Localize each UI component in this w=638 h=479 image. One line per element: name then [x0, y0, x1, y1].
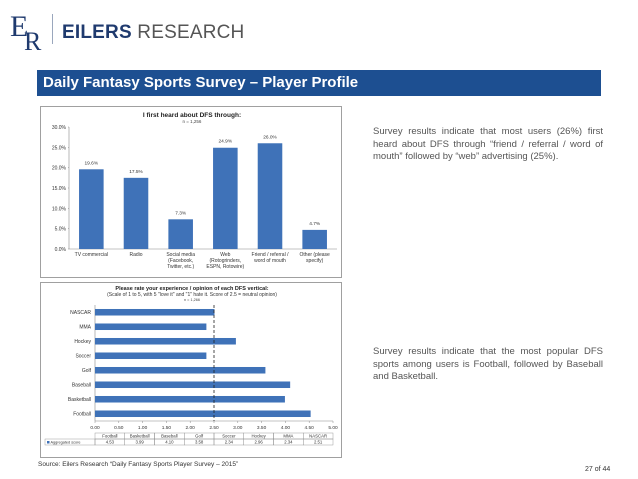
y-tick-label: 0.0% [55, 247, 67, 253]
bar [168, 219, 193, 249]
table-value: 2.34 [284, 440, 293, 445]
vertical-rating-chart-svg: Please rate your experience / opinion of… [44, 286, 338, 446]
table-value: 2.96 [254, 440, 263, 445]
brand-bold: EILERS [62, 22, 132, 43]
vertical-rating-chart: Please rate your experience / opinion of… [40, 282, 342, 458]
commentary-first-heard: Survey results indicate that most users … [373, 126, 603, 162]
bar [95, 308, 215, 316]
table-value: 2.51 [314, 440, 323, 445]
table-column-header: Golf [195, 434, 204, 439]
bar [95, 337, 236, 345]
table-value: 2.34 [225, 440, 234, 445]
x-tick-label: Web [220, 252, 230, 258]
brand-light: RESEARCH [131, 22, 245, 43]
table-value: 4.10 [165, 440, 174, 445]
first-heard-chart-svg: I first heard about DFS through:n = 1,25… [52, 112, 337, 270]
bar [79, 169, 104, 249]
x-tick-label: 4.50 [305, 425, 315, 431]
bar-value-label: 17.5% [129, 169, 143, 175]
x-tick-label: specify) [306, 258, 324, 264]
y-tick-label: Basketball [68, 397, 91, 403]
x-tick-label: (Facebook, [168, 258, 193, 264]
x-tick-label: 1.50 [162, 425, 172, 431]
y-tick-label: NASCAR [70, 310, 91, 316]
y-tick-label: 15.0% [52, 186, 67, 192]
x-tick-label: ESPN, Rotowire) [206, 264, 244, 270]
chart-title: I first heard about DFS through: [143, 112, 241, 119]
bar [95, 323, 207, 331]
x-tick-label: Friend / referral / [252, 252, 290, 258]
table-legend-swatch [47, 441, 50, 444]
bar [95, 352, 207, 360]
y-tick-label: Soccer [75, 354, 91, 360]
y-tick-label: Golf [82, 368, 92, 374]
x-tick-label: Radio [129, 252, 142, 258]
page-title: Daily Fantasy Sports Survey – Player Pro… [43, 74, 359, 91]
y-tick-label: 25.0% [52, 145, 67, 151]
bar [123, 177, 149, 249]
x-tick-label: Twitter, etc.) [167, 264, 194, 270]
brand-name: EILERS RESEARCH [62, 22, 244, 44]
y-tick-label: 30.0% [52, 125, 67, 131]
bar [95, 395, 285, 403]
x-tick-label: 5.00 [328, 425, 338, 431]
table-column-header: Football [102, 434, 117, 439]
page-number: 27 of 44 [585, 466, 611, 473]
bar [213, 147, 238, 249]
x-tick-label: 2.50 [209, 425, 219, 431]
x-tick-label: 1.00 [138, 425, 148, 431]
bar [257, 143, 283, 249]
x-tick-label: TV commercial [75, 252, 108, 258]
bar-value-label: 24.9% [219, 139, 233, 145]
table-column-header: NASCAR [309, 434, 327, 439]
table-column-header: Hockey [251, 434, 266, 439]
x-tick-label: Social media [166, 252, 195, 258]
x-tick-label: Other (please [300, 252, 331, 258]
y-tick-label: MMA [79, 325, 91, 331]
x-tick-label: (Rotogrinders, [209, 258, 241, 264]
bar-value-label: 19.6% [85, 160, 99, 166]
bar-value-label: 4.7% [309, 221, 321, 227]
commentary-vertical-rating: Survey results indicate that the most po… [373, 346, 603, 382]
x-tick-label: 2.00 [186, 425, 196, 431]
table-row-label: Aggregated score [51, 441, 81, 445]
first-heard-chart: I first heard about DFS through: n = 1,25… [40, 106, 342, 278]
y-tick-label: 5.0% [55, 227, 67, 233]
chart-sample-size: n = 1,266 [184, 298, 200, 302]
table-value: 4.53 [106, 440, 115, 445]
chart-subtitle: (Scale of 1 to 5, with 5 "love it" and "… [107, 292, 277, 298]
bar-value-label: 26.0% [263, 134, 277, 140]
bar [95, 366, 266, 374]
y-tick-label: 20.0% [52, 166, 67, 172]
x-tick-label: word of mouth [254, 258, 286, 264]
svg-text:E: E [10, 10, 28, 43]
svg-text:R: R [24, 27, 42, 52]
source-note: Source: Eilers Research “Daily Fantasy S… [38, 461, 239, 468]
x-tick-label: 0.00 [90, 425, 100, 431]
y-tick-label: Baseball [72, 383, 91, 389]
title-bar: Daily Fantasy Sports Survey – Player Pro… [37, 70, 601, 96]
bar [95, 410, 311, 418]
table-column-header: Soccer [222, 434, 236, 439]
table-value: 3.99 [135, 440, 144, 445]
y-tick-label: Hockey [74, 339, 91, 345]
chart-title: Please rate your experience / opinion of… [115, 286, 268, 292]
bar-value-label: 7.3% [175, 210, 187, 216]
logo-divider [52, 14, 53, 44]
eilers-logo: E R [10, 10, 42, 52]
bar [95, 381, 291, 389]
table-column-header: MMA [283, 434, 293, 439]
x-tick-label: 0.50 [114, 425, 124, 431]
x-tick-label: 3.00 [233, 425, 243, 431]
table-value-cell [303, 438, 334, 446]
chart-subtitle: n = 1,256 [183, 119, 202, 124]
x-tick-label: 3.50 [257, 425, 267, 431]
y-tick-label: 10.0% [52, 206, 67, 212]
table-column-header: Baseball [161, 434, 178, 439]
table-value: 3.58 [195, 440, 204, 445]
x-tick-label: 4.00 [281, 425, 291, 431]
table-column-header: Basketball [130, 434, 150, 439]
y-tick-label: Football [73, 412, 91, 418]
bar [302, 229, 327, 249]
